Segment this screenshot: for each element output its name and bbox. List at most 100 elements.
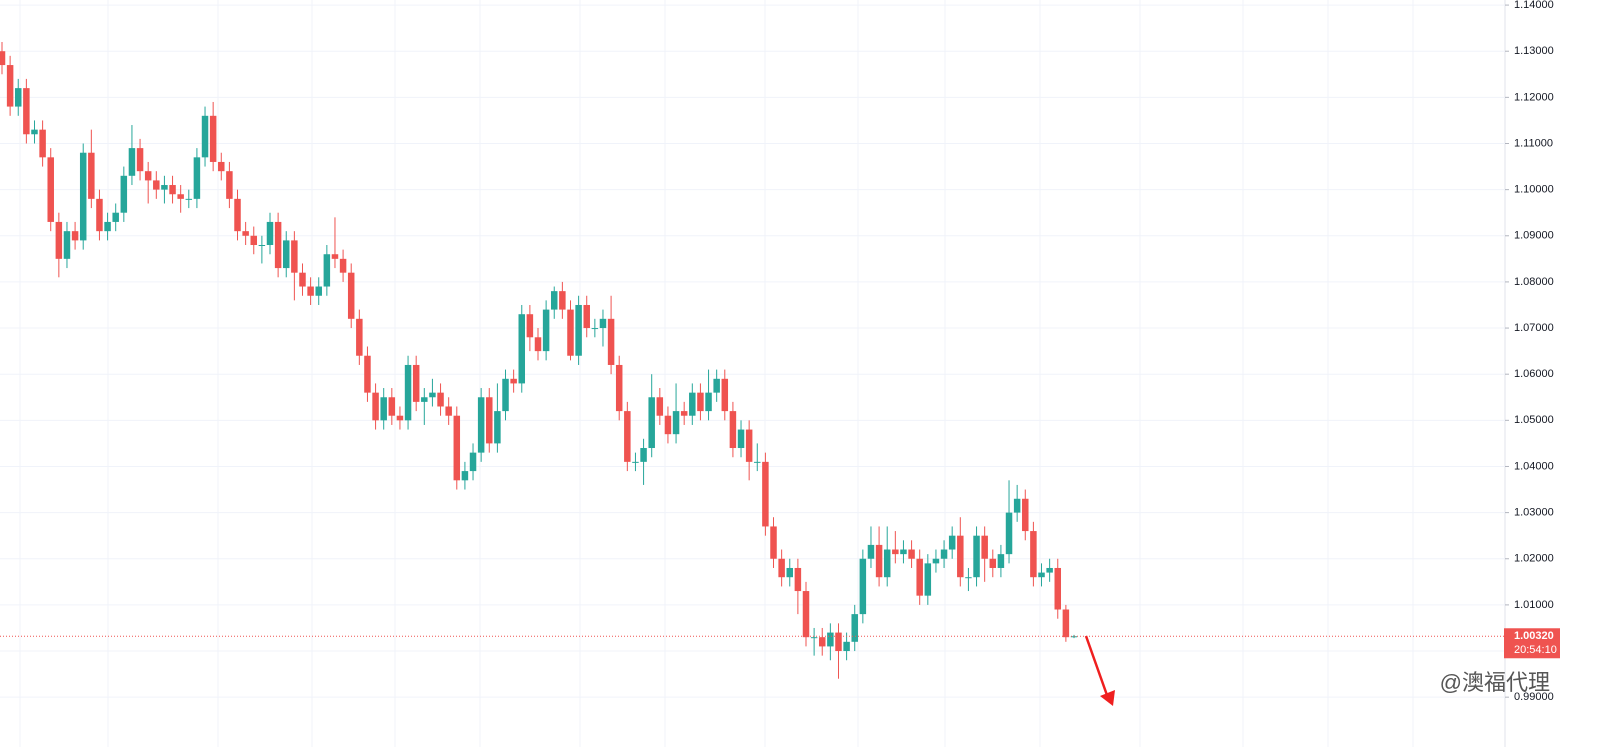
vertical-grid <box>19 0 1414 747</box>
candle-body <box>948 535 956 550</box>
candle-body <box>47 157 54 222</box>
candle-body <box>185 198 193 200</box>
candle-body <box>63 231 71 259</box>
candle-body <box>14 88 22 107</box>
candle-body <box>559 291 566 310</box>
candle-body <box>648 397 655 449</box>
candle-body <box>404 364 412 421</box>
candle-body <box>453 415 461 481</box>
y-tick-label: 1.01000 <box>1514 599 1554 611</box>
candle-body <box>39 129 46 158</box>
y-tick-label: 1.02000 <box>1514 553 1554 565</box>
candle-body <box>128 148 136 176</box>
candle-body <box>461 471 469 481</box>
y-tick-label: 1.14000 <box>1514 0 1554 11</box>
candle-body <box>347 272 355 319</box>
candle-body <box>518 314 526 384</box>
candle-body <box>745 429 753 462</box>
candle-body <box>867 544 875 559</box>
horizontal-grid: 0.990001.000001.010001.020001.030001.040… <box>0 0 1554 703</box>
candle-body <box>632 461 639 463</box>
candle-body <box>234 198 241 232</box>
candle-body <box>282 240 290 269</box>
candle-body <box>818 637 826 647</box>
candle-body <box>104 221 111 232</box>
candle-body <box>672 411 680 435</box>
candle-body <box>908 549 915 559</box>
candle-body <box>71 231 79 241</box>
candle-body <box>689 392 696 416</box>
candle-body <box>274 221 282 269</box>
candle-body <box>721 378 729 412</box>
candle-body <box>981 535 988 559</box>
candle-body <box>640 448 647 462</box>
candle-body <box>737 429 745 449</box>
candle-body <box>6 65 14 107</box>
candle-body <box>762 461 769 527</box>
candle-body <box>567 309 574 356</box>
overlay: 1.00320 20:54:10 <box>0 628 1560 659</box>
y-tick-label: 1.05000 <box>1514 414 1554 426</box>
y-tick-label: 1.07000 <box>1514 322 1554 334</box>
candle-body <box>932 558 940 564</box>
candle-body <box>112 212 119 222</box>
candle-body <box>429 392 436 398</box>
candle-body <box>656 397 664 416</box>
candle-body <box>1054 567 1062 610</box>
candle-body <box>380 397 387 421</box>
countdown-label: 20:54:10 <box>1514 644 1557 656</box>
candle-body <box>542 309 550 352</box>
candle-body <box>989 558 997 568</box>
candle-body <box>754 461 761 463</box>
candle-body <box>31 129 38 135</box>
candle-body <box>916 558 923 596</box>
candle-body <box>607 318 615 365</box>
y-tick-label: 1.06000 <box>1514 368 1554 380</box>
candle-body <box>412 364 420 402</box>
candle-body <box>209 115 217 162</box>
candle-body <box>315 286 322 296</box>
candle-body <box>680 411 688 416</box>
candle-body <box>1022 498 1029 532</box>
candle-body <box>705 392 712 412</box>
candle-body <box>161 185 168 190</box>
candle-body <box>875 544 883 578</box>
candle-body <box>356 318 363 356</box>
candle-body <box>120 175 128 213</box>
candle-body <box>323 254 331 287</box>
y-tick-label: 1.10000 <box>1514 184 1554 196</box>
candle-body <box>940 549 948 559</box>
last-price-label: 1.00320 <box>1514 630 1554 642</box>
candle-body <box>0 51 6 66</box>
candle-body <box>23 88 30 135</box>
arrow-shaft <box>1084 635 1110 699</box>
candle-body <box>421 397 428 402</box>
candle-body <box>177 194 184 199</box>
candle-body <box>1005 512 1013 555</box>
y-tick-label: 0.99000 <box>1514 691 1554 703</box>
candles <box>0 41 1078 679</box>
candle-body <box>469 452 477 472</box>
candle-body <box>372 392 379 421</box>
candle-body <box>697 392 704 412</box>
candle-body <box>575 304 582 356</box>
candle-body <box>218 161 225 172</box>
candle-body <box>664 415 672 435</box>
candle-body <box>810 637 818 639</box>
candle-body <box>250 235 258 246</box>
candle-body <box>615 364 623 412</box>
candle-body <box>534 337 542 352</box>
candle-body <box>713 378 720 393</box>
candle-body <box>437 392 444 407</box>
candle-body <box>583 304 590 329</box>
candle-body <box>827 632 834 647</box>
candle-body <box>339 258 347 273</box>
candle-body <box>445 406 452 416</box>
candle-body <box>924 563 932 596</box>
candle-body <box>794 567 802 592</box>
candle-body <box>55 221 63 259</box>
candle-body <box>851 614 858 642</box>
candle-body <box>79 152 87 241</box>
